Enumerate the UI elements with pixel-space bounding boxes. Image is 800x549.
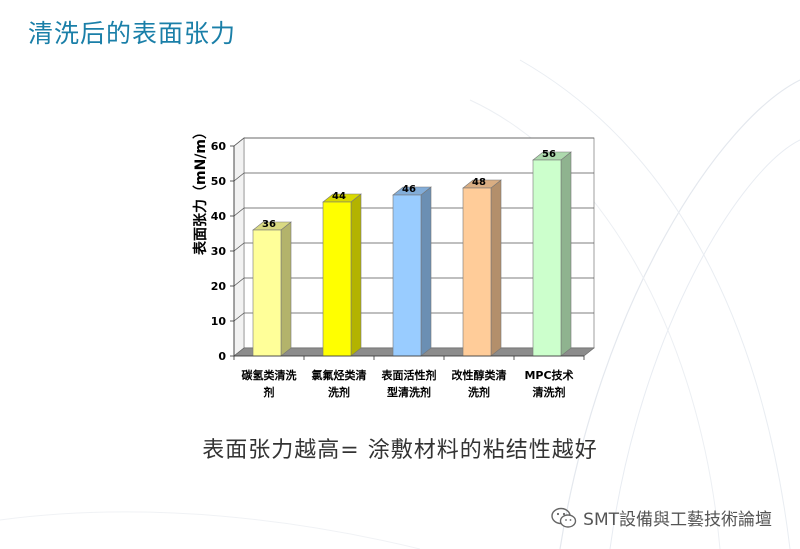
y-tick-label: 40 — [211, 210, 227, 223]
data-label: 48 — [472, 177, 486, 188]
x-tick-label: 型清洗剂 — [387, 385, 431, 399]
x-tick-label: 碳氢类清洗 — [242, 368, 297, 382]
x-tick-label: 氯氟烃类清 — [312, 368, 367, 382]
bar — [462, 187, 492, 357]
x-tick-label: 洗剂 — [328, 385, 350, 399]
x-tick-label: 表面活性剂 — [381, 368, 437, 382]
gridline-depth — [233, 172, 245, 182]
y-tick-label: 0 — [218, 350, 226, 363]
gridline-depth — [233, 207, 245, 217]
x-tick-label: 清洗剂 — [533, 385, 566, 399]
y-tick-label: 60 — [211, 140, 227, 153]
bar-side — [280, 221, 292, 357]
y-tick-label: 30 — [211, 245, 227, 258]
gridline-depth — [233, 137, 245, 147]
slide-title: 清洗后的表面张力 — [28, 19, 237, 48]
bar-side — [490, 179, 502, 357]
x-tick-label: 洗剂 — [468, 385, 490, 399]
bar-side — [350, 193, 362, 357]
bar — [322, 201, 352, 357]
data-label: 56 — [542, 149, 556, 160]
data-label: 36 — [262, 219, 276, 230]
bar — [532, 159, 562, 357]
y-tick-label: 20 — [211, 280, 227, 293]
watermark: SMT設備與工藝技術論壇 — [551, 505, 772, 530]
x-tick-label: 改性醇类清 — [452, 368, 507, 382]
x-tick-label: 剂 — [263, 385, 275, 399]
y-tick-label: 50 — [211, 175, 227, 188]
bar-side — [420, 186, 432, 357]
wechat-icon — [551, 507, 577, 528]
bar — [252, 229, 282, 357]
gridline-depth — [233, 277, 245, 287]
y-tick-label: 10 — [211, 315, 227, 328]
data-label: 46 — [402, 184, 416, 195]
caption: 表面张力越高= 涂敷材料的粘结性越好 — [202, 438, 598, 463]
watermark-text: SMT設備與工藝技術論壇 — [583, 510, 772, 530]
y-axis-label: 表面张力（mN/m） — [192, 125, 209, 256]
x-tick-label: MPC技术 — [524, 368, 573, 382]
gridline-depth — [233, 312, 245, 322]
data-label: 44 — [332, 191, 346, 202]
bar — [392, 194, 422, 357]
gridline-depth — [233, 242, 245, 252]
bar-side — [560, 151, 572, 357]
